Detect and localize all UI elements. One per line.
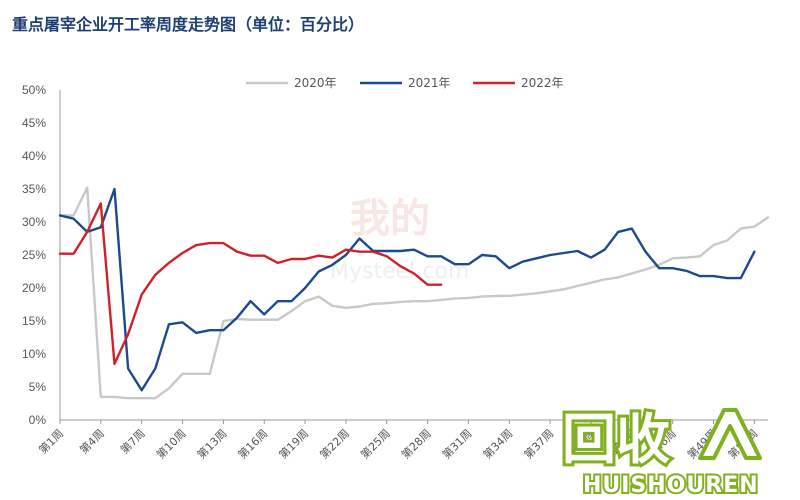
x-tick-label: 第31周 xyxy=(439,426,474,461)
logo-watermark: 回收 HUISHOUREN xyxy=(559,405,762,500)
chart-title: 重点屠宰企业开工率周度走势图（单位：百分比） xyxy=(12,15,364,34)
logo-watermark-subtext: HUISHOUREN xyxy=(583,473,759,498)
legend-label: 2021年 xyxy=(408,76,451,90)
x-tick-label: 第13周 xyxy=(194,426,229,461)
logo-watermark-text: 回收 xyxy=(562,408,670,471)
center-watermark-subtext: Mysteel.com xyxy=(330,259,469,284)
y-axis: 0% 5% 10% 15% 20% 25% 30% 35% 40% 45% 50% xyxy=(22,83,61,427)
x-tick-label: 第22周 xyxy=(317,426,352,461)
x-tick-label: 第37周 xyxy=(521,426,556,461)
y-tick-label: 30% xyxy=(22,215,46,229)
x-tick-label: 第16周 xyxy=(235,426,270,461)
legend: 2020年 2021年 2022年 xyxy=(246,76,564,90)
x-tick-label: 第1周 xyxy=(36,426,66,456)
y-tick-label: 35% xyxy=(22,182,46,196)
series-layer xyxy=(58,186,770,400)
series-line-1 xyxy=(58,186,770,400)
x-tick-label: 第34周 xyxy=(480,426,515,461)
x-tick-label: 第7周 xyxy=(117,426,147,456)
center-watermark: 我的 Mysteel.com xyxy=(330,196,469,284)
y-tick-label: 25% xyxy=(22,248,46,262)
y-tick-label: 20% xyxy=(22,281,46,295)
y-tick-label: 10% xyxy=(22,347,46,361)
person-icon xyxy=(698,408,762,460)
y-tick-label: 0% xyxy=(29,413,47,427)
y-tick-label: 40% xyxy=(22,149,46,163)
series-line-2 xyxy=(58,187,756,392)
y-tick-label: 5% xyxy=(29,380,47,394)
x-tick-label: 第28周 xyxy=(398,426,433,461)
x-tick-label: 第19周 xyxy=(276,426,311,461)
legend-label: 2022年 xyxy=(521,76,564,90)
y-tick-label: 45% xyxy=(22,116,46,130)
legend-label: 2020年 xyxy=(294,76,337,90)
series-line-3 xyxy=(58,202,443,366)
y-tick-label: 50% xyxy=(22,83,46,97)
center-watermark-text: 我的 xyxy=(350,196,430,242)
x-tick-label: 第25周 xyxy=(358,426,393,461)
x-tick-label: 第4周 xyxy=(77,426,107,456)
x-tick-label: 第10周 xyxy=(153,426,188,461)
y-tick-label: 15% xyxy=(22,314,46,328)
